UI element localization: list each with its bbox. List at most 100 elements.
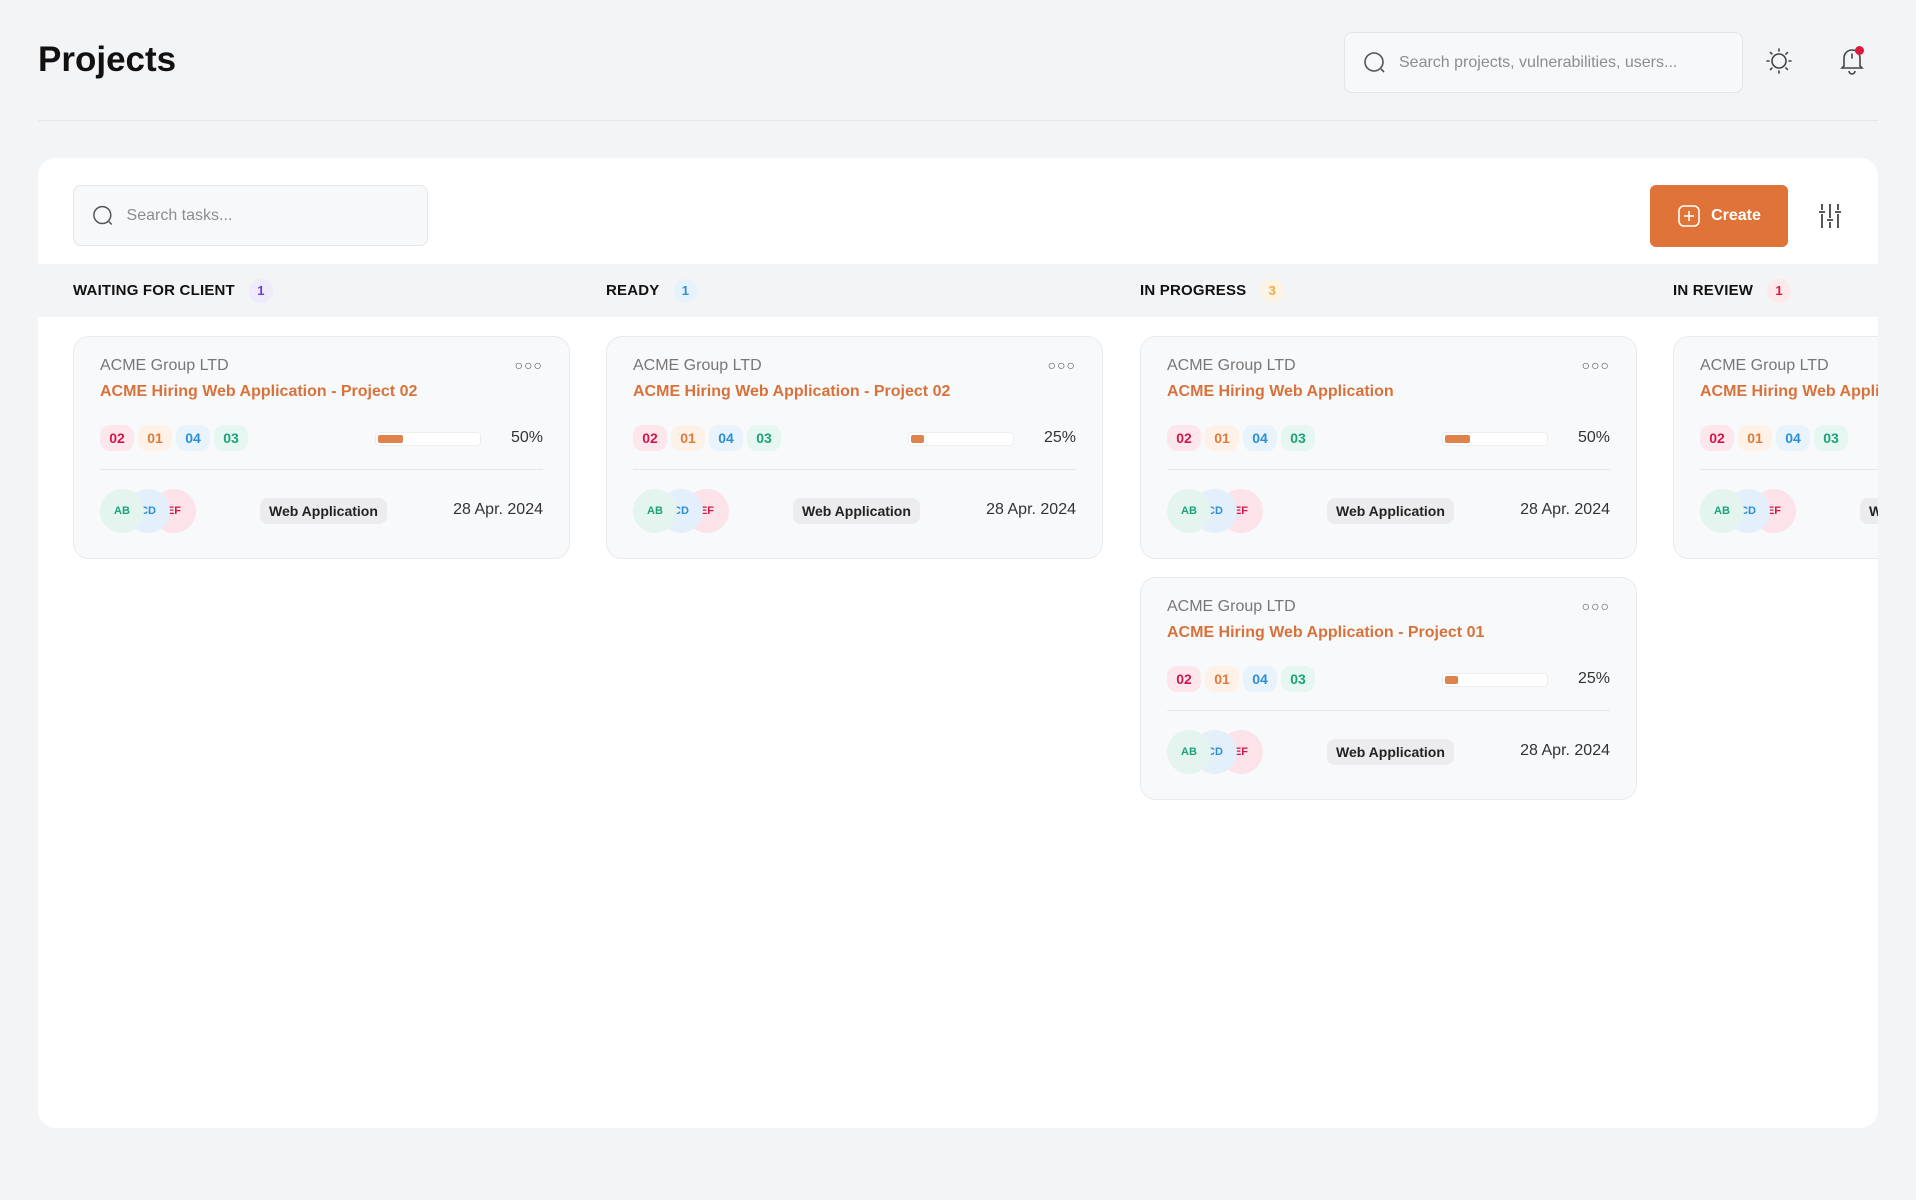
avatar[interactable]: AB	[100, 489, 144, 533]
column-header: IN REVIEW 1	[1673, 264, 1792, 317]
severity-tag: 01	[138, 425, 172, 451]
column-label: READY	[606, 282, 660, 299]
company-name: ACME Group LTD	[1167, 598, 1296, 615]
severity-tag: 03	[214, 425, 248, 451]
project-type-badge: Web Application	[1860, 498, 1878, 524]
column-label: IN PROGRESS	[1140, 282, 1247, 299]
due-date: 28 Apr. 2024	[1520, 501, 1610, 518]
more-options-icon[interactable]: ○○○	[1581, 598, 1610, 614]
due-date: 28 Apr. 2024	[986, 501, 1076, 518]
project-type-badge: Web Application	[1327, 739, 1454, 765]
sun-icon[interactable]	[1765, 47, 1793, 75]
task-search[interactable]	[73, 185, 428, 246]
assignee-avatars: AB CD EF	[633, 489, 743, 533]
progress-bar	[1442, 432, 1548, 446]
project-title[interactable]: ACME Hiring Web Application - Project 02	[100, 383, 418, 400]
more-options-icon[interactable]: ○○○	[1581, 357, 1610, 373]
severity-tags: 02 01 04 03	[633, 425, 781, 451]
severity-tag: 04	[709, 425, 743, 451]
project-type-badge: Web Application	[1327, 498, 1454, 524]
card-divider	[1167, 710, 1610, 711]
column-count-badge: 1	[248, 278, 273, 303]
task-search-input[interactable]	[126, 206, 427, 225]
card-divider	[100, 469, 543, 470]
progress-fill	[911, 435, 924, 443]
column-count-badge: 1	[1767, 278, 1792, 303]
severity-tag: 04	[1776, 425, 1810, 451]
create-label: Create	[1711, 207, 1761, 224]
severity-tag: 01	[671, 425, 705, 451]
project-type-badge: Web Application	[260, 498, 387, 524]
severity-tag: 02	[1167, 666, 1201, 692]
project-card[interactable]: ACME Group LTD ○○○ ACME Hiring Web Appli…	[1673, 336, 1878, 559]
project-card[interactable]: ACME Group LTD ○○○ ACME Hiring Web Appli…	[73, 336, 570, 559]
page-title: Projects	[38, 40, 177, 79]
column-count-badge: 1	[673, 278, 698, 303]
severity-tag: 04	[176, 425, 210, 451]
create-button[interactable]: Create	[1650, 185, 1788, 247]
avatar[interactable]: AB	[1700, 489, 1744, 533]
due-date: 28 Apr. 2024	[1520, 742, 1610, 759]
assignee-avatars: AB CD EF	[1167, 489, 1277, 533]
search-icon	[1364, 51, 1385, 73]
severity-tag: 02	[1700, 425, 1734, 451]
company-name: ACME Group LTD	[1700, 357, 1829, 374]
project-card[interactable]: ACME Group LTD ○○○ ACME Hiring Web Appli…	[606, 336, 1103, 559]
due-date: 28 Apr. 2024	[453, 501, 543, 518]
severity-tag: 03	[1281, 666, 1315, 692]
sliders-icon[interactable]	[1818, 202, 1842, 230]
avatar[interactable]: AB	[1167, 730, 1211, 774]
severity-tag: 02	[633, 425, 667, 451]
project-title[interactable]: ACME Hiring Web Application	[1700, 383, 1878, 400]
more-options-icon[interactable]: ○○○	[1047, 357, 1076, 373]
project-card[interactable]: ACME Group LTD ○○○ ACME Hiring Web Appli…	[1140, 336, 1637, 559]
card-divider	[1700, 469, 1878, 470]
project-title[interactable]: ACME Hiring Web Application - Project 02	[633, 383, 951, 400]
column-header: READY 1	[606, 264, 698, 317]
progress-bar	[1442, 673, 1548, 687]
avatar[interactable]: AB	[633, 489, 677, 533]
severity-tag: 01	[1205, 666, 1239, 692]
avatar[interactable]: AB	[1167, 489, 1211, 533]
severity-tag: 01	[1205, 425, 1239, 451]
progress-label: 25%	[1043, 429, 1076, 446]
company-name: ACME Group LTD	[100, 357, 229, 374]
progress-fill	[378, 435, 403, 443]
project-card[interactable]: ACME Group LTD ○○○ ACME Hiring Web Appli…	[1140, 577, 1637, 800]
global-search-input[interactable]	[1399, 53, 1719, 72]
column-header: IN PROGRESS 3	[1140, 264, 1285, 317]
search-icon	[93, 205, 113, 225]
severity-tag: 02	[1167, 425, 1201, 451]
company-name: ACME Group LTD	[1167, 357, 1296, 374]
progress-fill	[1445, 435, 1470, 443]
company-name: ACME Group LTD	[633, 357, 762, 374]
notification-dot	[1855, 46, 1864, 55]
plus-square-icon	[1678, 205, 1700, 227]
severity-tags: 02 01 04 03	[100, 425, 248, 451]
column-header-band: WAITING FOR CLIENT 1 READY 1 IN PROGRESS 3 IN …	[38, 264, 1878, 317]
severity-tag: 03	[1814, 425, 1848, 451]
column-label: WAITING FOR CLIENT	[73, 282, 235, 299]
severity-tag: 03	[747, 425, 781, 451]
severity-tag: 03	[1281, 425, 1315, 451]
column-header: WAITING FOR CLIENT 1	[73, 264, 273, 317]
card-divider	[633, 469, 1076, 470]
column-label: IN REVIEW	[1673, 282, 1754, 299]
progress-bar	[375, 432, 481, 446]
severity-tag: 02	[100, 425, 134, 451]
divider	[38, 120, 1878, 121]
assignee-avatars: AB CD EF	[1167, 730, 1277, 774]
progress-bar	[908, 432, 1014, 446]
progress-label: 25%	[1577, 670, 1610, 687]
project-title[interactable]: ACME Hiring Web Application - Project 01	[1167, 624, 1485, 641]
more-options-icon[interactable]: ○○○	[514, 357, 543, 373]
severity-tags: 02 01 04 03	[1167, 425, 1315, 451]
project-title[interactable]: ACME Hiring Web Application	[1167, 383, 1394, 400]
severity-tags: 02 01 04 03	[1167, 666, 1315, 692]
severity-tag: 04	[1243, 425, 1277, 451]
progress-fill	[1445, 676, 1458, 684]
progress-label: 50%	[510, 429, 543, 446]
severity-tag: 01	[1738, 425, 1772, 451]
progress-label: 50%	[1577, 429, 1610, 446]
global-search[interactable]	[1344, 32, 1743, 93]
